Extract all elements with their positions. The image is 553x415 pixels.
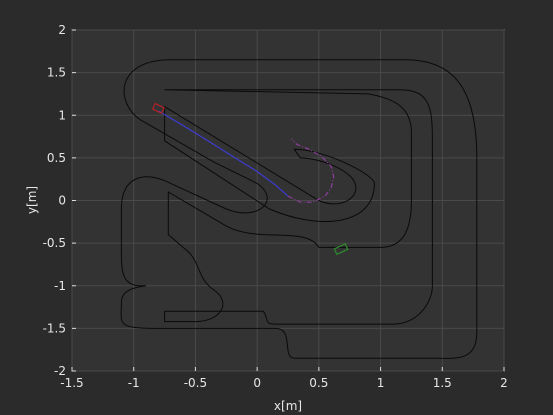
x-tick-label: 1 [377, 376, 385, 390]
paths [158, 110, 335, 203]
x-tick-label: 2 [500, 376, 508, 390]
y-tick-label: -0.5 [43, 236, 66, 250]
x-tick-label: -0.5 [184, 376, 207, 390]
track [120, 59, 478, 359]
vehicles [151, 102, 349, 256]
y-tick-label: 0.5 [47, 151, 66, 165]
y-tick-label: -2 [54, 364, 66, 378]
planned-path [287, 138, 335, 203]
x-tick-label: 0 [253, 376, 261, 390]
y-tick-label: 1 [58, 108, 66, 122]
y-tick-label: -1 [54, 279, 66, 293]
actual-path [158, 110, 289, 197]
x-tick-label: -1 [128, 376, 140, 390]
y-tick-label: 2 [58, 23, 66, 37]
goal-marker [333, 243, 349, 256]
y-axis-label: y[m] [25, 186, 39, 214]
y-tick-label: 1.5 [47, 66, 66, 80]
y-tick-label: -1.5 [43, 321, 66, 335]
y-tick-label: 0 [58, 194, 66, 208]
x-axis-label: x[m] [274, 399, 302, 413]
x-tick-label: 0.5 [309, 376, 328, 390]
track-outer-boundary [120, 59, 478, 359]
vehicle-marker [151, 102, 165, 115]
ticks: -1.5 -1 -0.5 0 0.5 1 1.5 2-2-1.5-1-0.500.511.52 [43, 23, 508, 390]
track-inner-boundary [164, 89, 433, 325]
x-tick-label: -1.5 [60, 376, 83, 390]
x-tick-label: 1.5 [433, 376, 452, 390]
track-island [164, 105, 375, 223]
